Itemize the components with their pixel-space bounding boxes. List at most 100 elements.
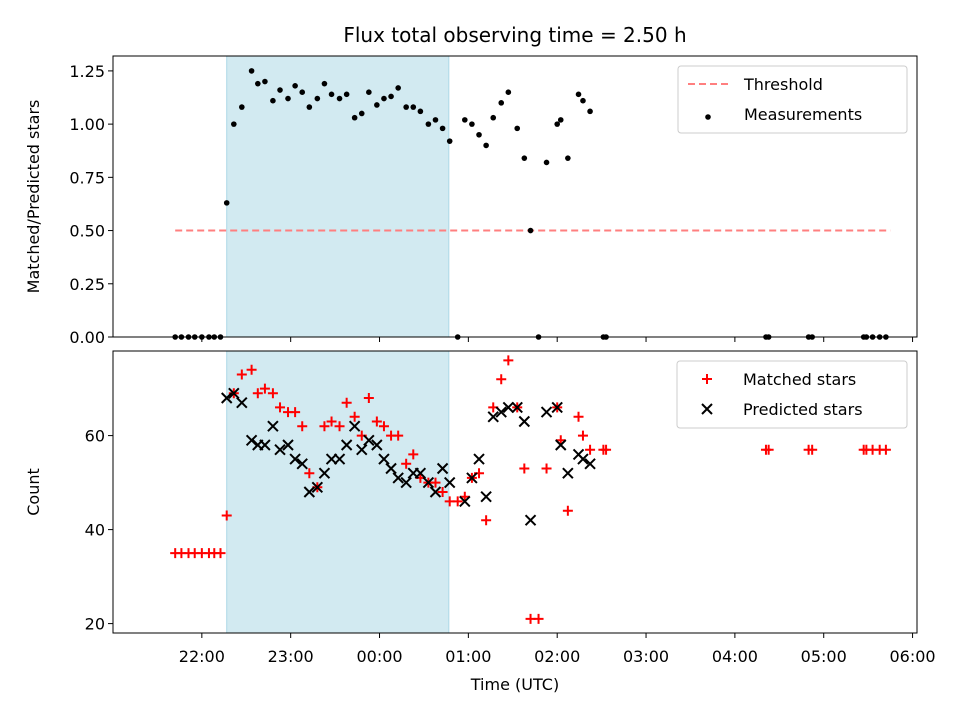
predicted-star-point <box>414 467 427 479</box>
measurement-point <box>388 93 394 100</box>
matched-star-point <box>363 393 374 403</box>
measurement-point <box>248 68 255 74</box>
plot-frame <box>112 350 918 634</box>
matched-star-point <box>481 515 492 526</box>
matched-star-point <box>341 397 352 408</box>
measurement-point <box>366 89 372 95</box>
measurement-point <box>410 104 417 110</box>
matched-star-point <box>378 421 389 432</box>
measurement-point <box>432 117 439 123</box>
figure-title: Flux total observing time = 2.50 h <box>343 23 686 47</box>
y-tick-label: 40 <box>85 521 105 540</box>
predicted-star-point <box>392 472 404 484</box>
matched-star-point <box>763 444 774 455</box>
predicted-star-point <box>466 472 478 484</box>
predicted-star-point <box>385 462 397 475</box>
measurement-point <box>514 125 521 132</box>
measurement-point <box>223 200 230 206</box>
measurement-point <box>476 131 482 138</box>
observing-span <box>226 55 450 338</box>
y-tick-label: 1.25 <box>69 62 105 81</box>
legend-label: Predicted stars <box>743 400 863 419</box>
x-tick-label: 22:00 <box>179 647 225 666</box>
predicted-star-point <box>348 420 361 432</box>
predicted-star-point <box>524 514 537 526</box>
matched-star-point <box>275 402 286 413</box>
matched-star-point <box>562 505 573 516</box>
matched-star-point <box>496 374 507 385</box>
measurement-point <box>521 155 528 161</box>
measurement-point <box>231 121 237 127</box>
y-tick-label: 1.00 <box>69 115 105 134</box>
legend-predicted-swatch <box>701 403 713 415</box>
measurement-point <box>395 85 401 91</box>
x-tick-label: 00:00 <box>356 647 402 666</box>
x-tick-label: 04:00 <box>712 647 758 666</box>
predicted-star-point <box>267 420 279 432</box>
y-tick-label: 20 <box>85 615 105 634</box>
predicted-star-point <box>487 411 499 423</box>
legend-box <box>677 65 908 134</box>
predicted-star-point <box>228 387 240 400</box>
matched-star-point <box>334 421 345 432</box>
measurement-point <box>417 108 424 115</box>
predicted-star-point <box>511 401 523 414</box>
predicted-star-point <box>318 467 331 479</box>
predicted-star-point <box>551 401 563 414</box>
predicted-star-point <box>333 453 346 465</box>
predicted-star-point <box>296 458 308 470</box>
predicted-star-point <box>378 453 390 465</box>
predicted-star-point <box>363 434 375 447</box>
legend: Matched stars Predicted stars <box>676 360 908 429</box>
predicted-star-point <box>422 476 435 489</box>
matched-star-point <box>503 355 514 366</box>
y-tick-label: 60 <box>85 427 105 446</box>
predicted-star-point <box>282 439 294 451</box>
matched-star-point <box>541 463 552 474</box>
matched-star-point <box>215 548 226 559</box>
predicted-star-point <box>502 401 515 414</box>
matched-star-point <box>585 444 596 455</box>
measurement-point <box>490 114 497 121</box>
predicted-star-point <box>562 467 574 479</box>
measurement-point <box>462 117 468 123</box>
measurement-point <box>262 78 268 85</box>
predicted-star-point <box>245 434 258 447</box>
y-tick-label: 0.25 <box>69 275 105 294</box>
predicted-star-point <box>495 406 507 418</box>
measurement-point <box>543 159 550 166</box>
measurement-point <box>498 100 505 106</box>
predicted-star-point <box>555 439 567 451</box>
predicted-star-point <box>371 439 383 451</box>
predicted-star-point <box>236 396 248 409</box>
matched-star-point <box>880 444 891 455</box>
predicted-star-point <box>356 443 368 456</box>
measurement-point <box>565 155 571 161</box>
predicted-star-point <box>577 453 589 465</box>
matched-star-point <box>304 468 315 479</box>
measurement-point <box>270 97 276 104</box>
measurement-point <box>285 95 291 102</box>
predicted-star-point <box>436 462 449 475</box>
matched-star-point <box>259 383 270 394</box>
predicted-star-point <box>584 458 596 470</box>
matched-star-point <box>393 430 404 441</box>
matched-star-point <box>297 421 308 432</box>
measurement-point <box>239 104 245 110</box>
measurement-point <box>575 91 582 98</box>
matched-star-point <box>252 388 263 399</box>
legend-box <box>676 360 908 429</box>
measurement-point <box>292 83 298 89</box>
series-measurements <box>172 68 889 340</box>
matched-star-point <box>408 449 419 460</box>
legend-matched-swatch <box>702 374 712 384</box>
measurement-point <box>321 80 328 87</box>
matched-star-point <box>246 364 257 375</box>
matched-star-point <box>807 444 818 455</box>
measurement-point <box>557 117 564 123</box>
predicted-star-point <box>443 476 456 489</box>
matched-star-point <box>290 407 301 418</box>
predicted-star-point <box>473 453 485 465</box>
measurement-point <box>381 95 387 102</box>
